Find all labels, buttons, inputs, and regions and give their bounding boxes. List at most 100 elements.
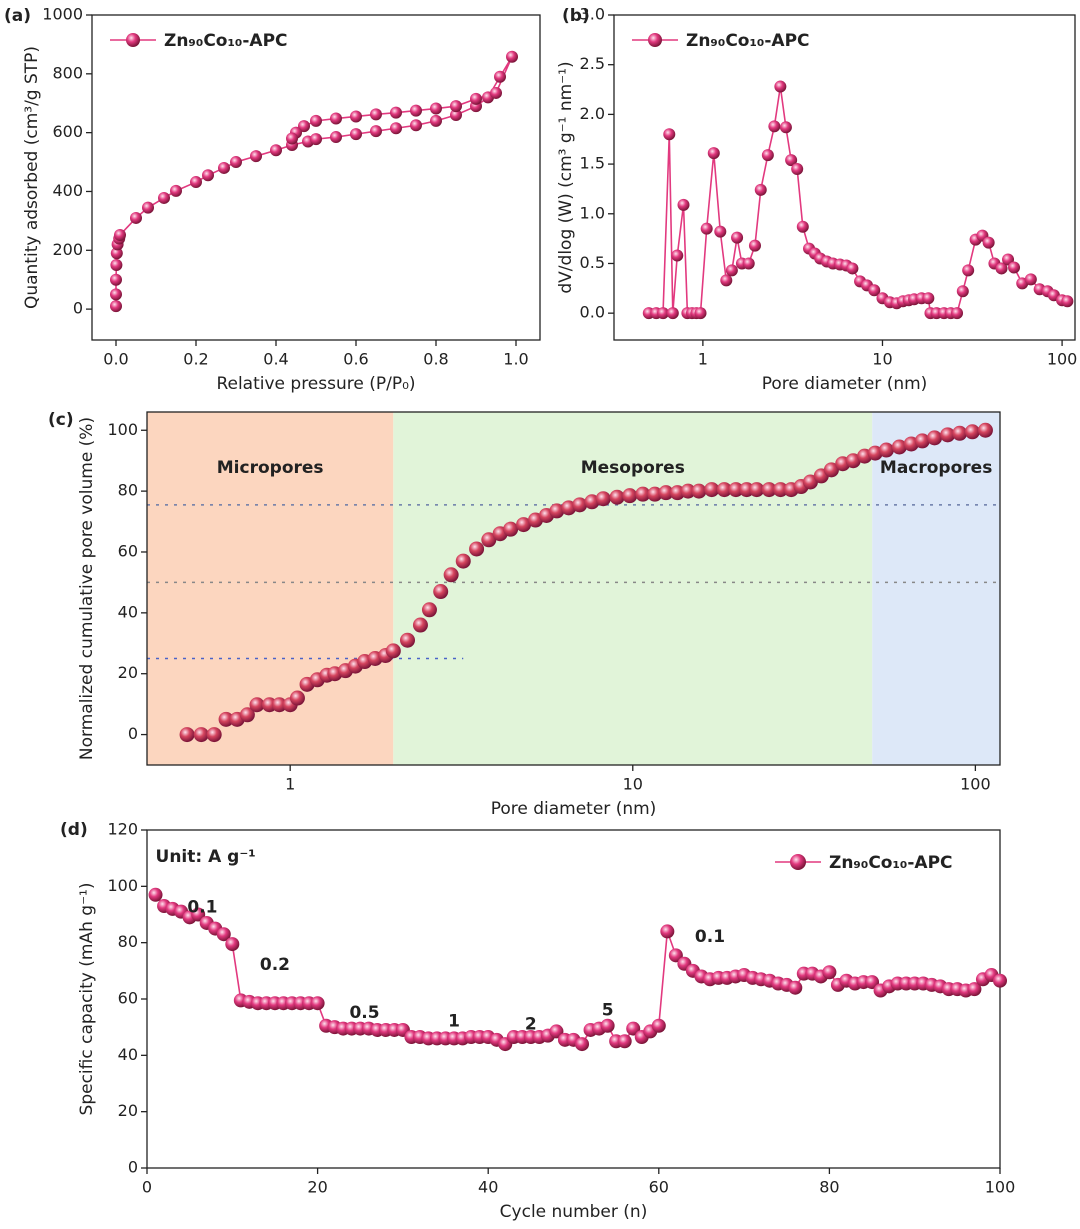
data-point bbox=[728, 482, 744, 498]
data-point bbox=[410, 104, 422, 117]
data-point bbox=[110, 273, 122, 286]
data-point bbox=[412, 617, 428, 633]
data-point bbox=[110, 259, 123, 271]
data-point bbox=[867, 445, 883, 461]
data-point bbox=[450, 109, 462, 121]
annotation: 2 bbox=[525, 1014, 537, 1034]
data-point bbox=[922, 292, 935, 305]
data-point bbox=[410, 119, 422, 132]
data-point bbox=[671, 249, 684, 262]
region bbox=[872, 412, 1000, 765]
annotation: 0.5 bbox=[349, 1003, 379, 1023]
y-axis-title: Specific capacity (mAh g⁻¹) bbox=[77, 883, 97, 1116]
data-point bbox=[865, 975, 880, 990]
data-point bbox=[993, 973, 1007, 988]
data-point bbox=[193, 727, 209, 743]
data-point bbox=[218, 161, 230, 174]
data-point bbox=[549, 503, 565, 519]
y-axis-title: dV/dlog (W) (cm³ g⁻¹ nm⁻¹) bbox=[556, 61, 576, 293]
legend-label: Zn₉₀Co₁₀-APC bbox=[829, 853, 953, 873]
x-tick-label: 10 bbox=[872, 350, 892, 369]
x-tick-label: 100 bbox=[1047, 350, 1078, 369]
data-point bbox=[651, 1018, 666, 1033]
data-point bbox=[330, 112, 342, 125]
data-point bbox=[216, 927, 231, 942]
data-point bbox=[668, 948, 683, 963]
y-tick-label: 120 bbox=[107, 820, 138, 839]
data-point bbox=[370, 108, 382, 121]
x-tick-label: 100 bbox=[960, 775, 991, 794]
data-point bbox=[609, 489, 625, 505]
data-point bbox=[202, 169, 214, 182]
x-tick-label: 1 bbox=[698, 350, 708, 369]
y-tick-label: 600 bbox=[52, 122, 83, 141]
y-tick-label: 2.5 bbox=[580, 54, 605, 73]
data-point bbox=[785, 154, 798, 167]
panel-label: (b) bbox=[562, 6, 590, 26]
x-tick-label: 10 bbox=[623, 775, 643, 794]
data-point bbox=[658, 485, 674, 501]
annotation: 0.1 bbox=[187, 897, 217, 917]
data-point bbox=[680, 483, 696, 499]
panel-label: (c) bbox=[48, 410, 74, 430]
data-point bbox=[846, 262, 859, 275]
data-point bbox=[694, 307, 707, 320]
data-point bbox=[206, 727, 222, 743]
data-point bbox=[868, 284, 881, 297]
y-tick-label: 1.5 bbox=[580, 154, 605, 173]
y-tick-label: 60 bbox=[118, 541, 138, 560]
data-point bbox=[940, 427, 956, 443]
x-tick-label: 20 bbox=[307, 1178, 327, 1197]
data-point bbox=[761, 482, 777, 498]
data-point bbox=[704, 482, 720, 498]
data-point bbox=[330, 131, 342, 144]
y-tick-label: 100 bbox=[107, 876, 138, 895]
data-point bbox=[768, 120, 781, 133]
data-point bbox=[575, 1037, 590, 1052]
y-tick-label: 100 bbox=[107, 420, 138, 439]
x-tick-label: 40 bbox=[478, 1178, 498, 1197]
data-point bbox=[469, 541, 485, 557]
x-tick-label: 0.6 bbox=[343, 350, 368, 369]
y-tick-label: 20 bbox=[118, 663, 138, 682]
data-point bbox=[225, 937, 240, 952]
x-tick-label: 0.8 bbox=[423, 350, 448, 369]
data-point bbox=[707, 147, 720, 160]
data-point bbox=[779, 121, 792, 134]
x-tick-label: 0.0 bbox=[103, 350, 128, 369]
y-tick-label: 200 bbox=[52, 240, 83, 259]
data-point bbox=[1024, 273, 1037, 286]
series-line bbox=[115, 56, 513, 307]
y-tick-label: 0 bbox=[128, 1158, 138, 1177]
data-point bbox=[891, 439, 907, 455]
y-axis-title: Normalized cumulative pore volume (%) bbox=[77, 417, 97, 760]
plot-frame bbox=[146, 411, 1001, 766]
data-point bbox=[399, 632, 415, 648]
data-point bbox=[742, 257, 755, 270]
data-point bbox=[952, 425, 968, 441]
data-point bbox=[660, 924, 675, 939]
data-point bbox=[218, 711, 234, 727]
legend-marker bbox=[790, 854, 806, 870]
data-point bbox=[249, 697, 265, 713]
data-point bbox=[470, 92, 482, 105]
data-point bbox=[110, 300, 122, 313]
data-point bbox=[450, 100, 462, 113]
data-point bbox=[657, 307, 670, 320]
data-point bbox=[455, 553, 471, 569]
y-tick-label: 0.5 bbox=[580, 253, 605, 272]
data-point bbox=[982, 236, 995, 249]
data-point bbox=[270, 144, 282, 157]
data-point bbox=[516, 517, 532, 533]
data-point bbox=[430, 102, 442, 115]
plot-frame bbox=[91, 14, 541, 341]
annotation: 1 bbox=[448, 1012, 460, 1032]
data-point bbox=[714, 225, 727, 238]
data-point bbox=[370, 125, 382, 138]
data-point bbox=[967, 982, 982, 997]
data-point bbox=[190, 176, 202, 189]
data-point bbox=[142, 201, 154, 214]
annotation: 5 bbox=[602, 1000, 614, 1020]
data-point bbox=[725, 264, 738, 277]
